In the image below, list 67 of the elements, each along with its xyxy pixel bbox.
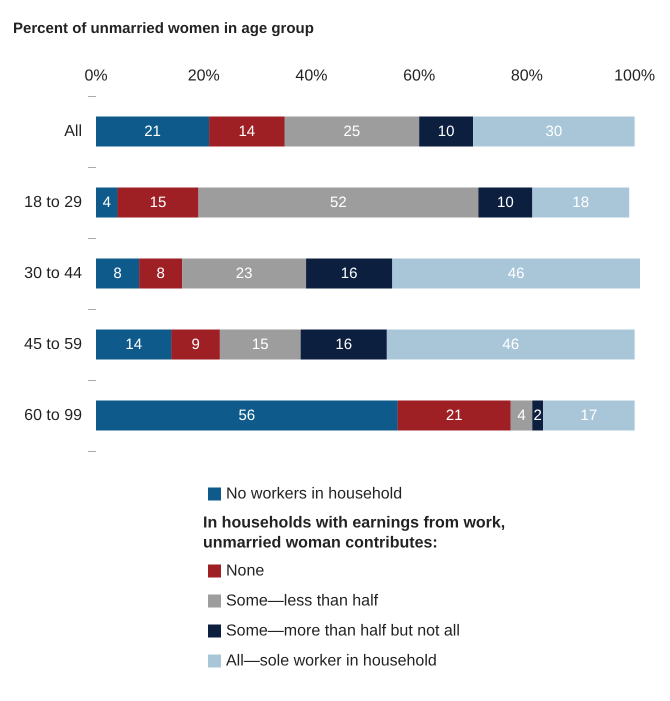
bar <box>96 116 210 146</box>
bar <box>543 400 635 430</box>
data-label: 16 <box>340 265 358 282</box>
data-label: 52 <box>330 194 347 211</box>
data-label: 14 <box>125 336 142 353</box>
x-tick-label: 40% <box>295 68 328 84</box>
bar <box>209 116 285 146</box>
legend-label: All—sole worker in household <box>226 652 437 670</box>
data-label: 25 <box>344 123 360 140</box>
legend-label: Some—more than half but not all <box>226 622 460 640</box>
bar <box>510 400 532 430</box>
bar <box>398 400 511 430</box>
data-label: 17 <box>580 407 598 424</box>
data-label: 56 <box>238 407 256 424</box>
x-tick-label: 100% <box>614 68 656 84</box>
data-label: 2 <box>533 407 542 424</box>
data-label: 21 <box>446 407 463 424</box>
data-label: 10 <box>438 123 454 140</box>
x-tick-label: 60% <box>403 68 436 84</box>
bar <box>306 258 392 288</box>
bar <box>478 188 532 218</box>
data-label: 4 <box>517 407 526 424</box>
bar <box>386 330 635 360</box>
y-tick-label: All <box>64 123 82 140</box>
bar <box>171 330 220 360</box>
x-tick-label: 80% <box>510 68 543 84</box>
bar <box>182 258 306 288</box>
bar <box>96 330 172 360</box>
data-label: 30 <box>545 123 562 140</box>
data-label: 15 <box>150 194 166 211</box>
x-tick-label: 20% <box>188 68 220 84</box>
bar <box>96 188 118 218</box>
bar <box>139 258 182 288</box>
data-label: 10 <box>497 194 514 211</box>
data-label: 46 <box>508 265 524 282</box>
bar <box>198 188 478 218</box>
data-label: 9 <box>191 336 200 353</box>
bar <box>473 116 635 146</box>
data-label: 4 <box>102 194 111 211</box>
bar <box>220 330 301 360</box>
legend-title: In households with earnings from work, unmarried woman contributes: <box>203 514 506 552</box>
data-label: 8 <box>113 265 122 282</box>
y-tick-label: 60 to 99 <box>24 407 82 424</box>
y-tick-label: 30 to 44 <box>24 265 82 282</box>
legend-label: Some—less than half <box>226 592 379 610</box>
data-label: 16 <box>335 336 352 353</box>
data-label: 8 <box>156 265 165 282</box>
legend-label: None <box>226 562 264 580</box>
bar <box>419 116 474 146</box>
bar <box>300 330 387 360</box>
y-tick-label: 18 to 29 <box>24 194 82 211</box>
bar <box>532 188 630 218</box>
data-label: 46 <box>502 336 520 353</box>
bar <box>284 116 420 146</box>
bar <box>118 188 198 218</box>
x-tick-label: 0% <box>84 68 108 84</box>
bar <box>96 400 398 430</box>
data-label: 15 <box>252 336 269 353</box>
data-label: 14 <box>238 123 256 140</box>
bar <box>96 258 140 288</box>
y-tick-label: 45 to 59 <box>24 336 82 353</box>
data-label: 21 <box>144 123 161 140</box>
bar <box>392 258 640 288</box>
data-label: 23 <box>236 265 252 282</box>
legend-label: No workers in household <box>226 486 402 502</box>
data-label: 18 <box>572 194 590 211</box>
chart-title: Percent of unmarried women in age group <box>13 20 314 37</box>
